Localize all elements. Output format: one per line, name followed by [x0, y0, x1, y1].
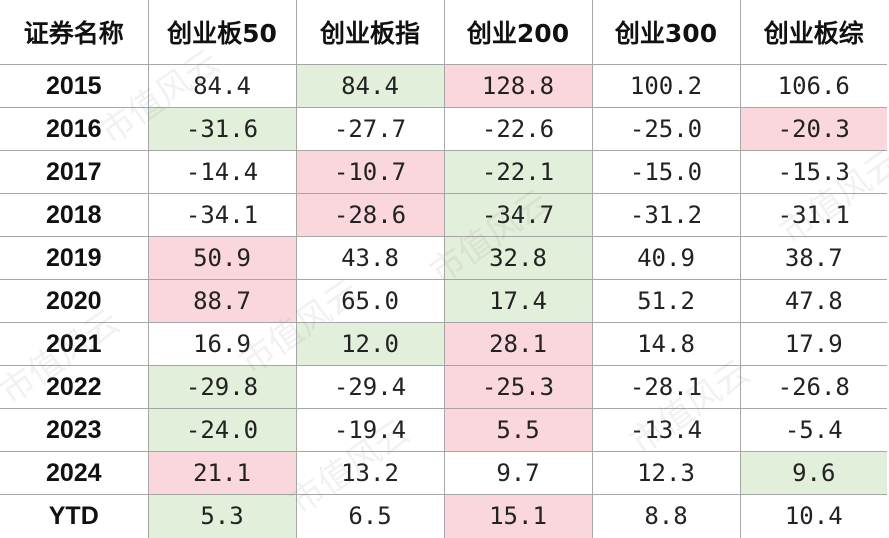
return-cell: 88.7: [147, 279, 297, 323]
return-cell: 5.5: [443, 408, 593, 452]
table-row: 2016 -31.6 -27.7 -22.6 -25.0 -20.3: [0, 107, 887, 151]
return-cell: 15.1: [443, 494, 593, 538]
row-label: 2022: [0, 365, 149, 409]
return-cell: -31.1: [739, 193, 887, 237]
return-cell: 13.2: [295, 451, 445, 495]
return-cell: -20.3: [739, 107, 887, 151]
return-cell: 21.1: [147, 451, 297, 495]
return-cell: -29.4: [295, 365, 445, 409]
return-cell: -5.4: [739, 408, 887, 452]
table-row: YTD 5.3 6.5 15.1 8.8 10.4: [0, 494, 887, 538]
return-cell: 5.3: [147, 494, 297, 538]
return-cell: 8.8: [591, 494, 741, 538]
header-chinext-200: 创业200: [443, 0, 593, 65]
return-cell: 9.6: [739, 451, 887, 495]
header-security-name: 证券名称: [0, 0, 149, 65]
row-label: 2015: [0, 64, 149, 108]
return-cell: 128.8: [443, 64, 593, 108]
return-cell: 38.7: [739, 236, 887, 280]
return-cell: 17.9: [739, 322, 887, 366]
return-cell: -26.8: [739, 365, 887, 409]
return-cell: 100.2: [591, 64, 741, 108]
return-cell: 32.8: [443, 236, 593, 280]
row-label: 2020: [0, 279, 149, 323]
return-cell: -31.6: [147, 107, 297, 151]
return-cell: -22.1: [443, 150, 593, 194]
return-cell: -19.4: [295, 408, 445, 452]
return-cell: 14.8: [591, 322, 741, 366]
header-chinext-50: 创业板50: [147, 0, 297, 65]
table-row: 2018 -34.1 -28.6 -34.7 -31.2 -31.1: [0, 193, 887, 237]
row-label: 2021: [0, 322, 149, 366]
return-cell: -27.7: [295, 107, 445, 151]
return-cell: 10.4: [739, 494, 887, 538]
return-cell: 84.4: [147, 64, 297, 108]
return-cell: -15.0: [591, 150, 741, 194]
table-row: 2017 -14.4 -10.7 -22.1 -15.0 -15.3: [0, 150, 887, 194]
return-cell: -14.4: [147, 150, 297, 194]
return-cell: -29.8: [147, 365, 297, 409]
return-cell: 84.4: [295, 64, 445, 108]
return-cell: -24.0: [147, 408, 297, 452]
return-cell: 12.0: [295, 322, 445, 366]
table-row: 2023 -24.0 -19.4 5.5 -13.4 -5.4: [0, 408, 887, 452]
table-body: 2015 84.4 84.4 128.8 100.2 106.6 2016 -31.6 -27.…: [0, 64, 887, 538]
return-cell: -28.1: [591, 365, 741, 409]
row-label: 2018: [0, 193, 149, 237]
return-cell: 16.9: [147, 322, 297, 366]
row-label: 2023: [0, 408, 149, 452]
return-cell: 47.8: [739, 279, 887, 323]
table-row: 2024 21.1 13.2 9.7 12.3 9.6: [0, 451, 887, 495]
return-cell: 12.3: [591, 451, 741, 495]
return-cell: -25.0: [591, 107, 741, 151]
return-cell: -31.2: [591, 193, 741, 237]
return-cell: -34.7: [443, 193, 593, 237]
return-cell: 9.7: [443, 451, 593, 495]
return-cell: -10.7: [295, 150, 445, 194]
return-cell: 17.4: [443, 279, 593, 323]
header-row: 证券名称 创业板50 创业板指 创业200 创业300 创业板综: [0, 0, 887, 65]
return-cell: 51.2: [591, 279, 741, 323]
row-label: 2019: [0, 236, 149, 280]
header-chinext-index: 创业板指: [295, 0, 445, 65]
table-row: 2019 50.9 43.8 32.8 40.9 38.7: [0, 236, 887, 280]
row-label: 2017: [0, 150, 149, 194]
row-label: 2016: [0, 107, 149, 151]
return-cell: -25.3: [443, 365, 593, 409]
return-cell: 65.0: [295, 279, 445, 323]
return-cell: 28.1: [443, 322, 593, 366]
header-chinext-composite: 创业板综: [739, 0, 887, 65]
return-cell: -13.4: [591, 408, 741, 452]
return-cell: 40.9: [591, 236, 741, 280]
row-label: 2024: [0, 451, 149, 495]
return-cell: -15.3: [739, 150, 887, 194]
row-label: YTD: [0, 494, 149, 538]
return-cell: 50.9: [147, 236, 297, 280]
table-row: 2015 84.4 84.4 128.8 100.2 106.6: [0, 64, 887, 108]
return-cell: -28.6: [295, 193, 445, 237]
table-row: 2022 -29.8 -29.4 -25.3 -28.1 -26.8: [0, 365, 887, 409]
table-row: 2020 88.7 65.0 17.4 51.2 47.8: [0, 279, 887, 323]
return-cell: 6.5: [295, 494, 445, 538]
return-cell: -34.1: [147, 193, 297, 237]
table-row: 2021 16.9 12.0 28.1 14.8 17.9: [0, 322, 887, 366]
return-cell: 106.6: [739, 64, 887, 108]
return-cell: -22.6: [443, 107, 593, 151]
return-cell: 43.8: [295, 236, 445, 280]
header-chinext-300: 创业300: [591, 0, 741, 65]
